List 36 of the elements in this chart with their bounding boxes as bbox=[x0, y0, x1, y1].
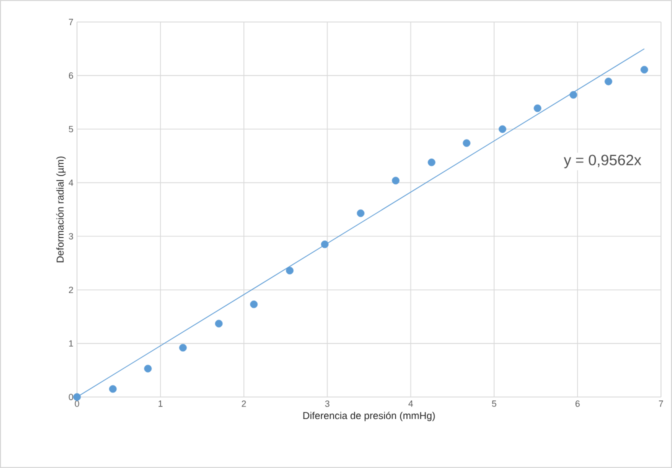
point bbox=[604, 78, 612, 86]
x-axis-title: Diferencia de presión (mmHg) bbox=[303, 412, 435, 422]
x-tick-label: 2 bbox=[242, 400, 246, 407]
x-tick-label: 0 bbox=[74, 400, 80, 407]
point bbox=[392, 176, 400, 184]
y-tick-label: 0 bbox=[68, 394, 74, 400]
y-tick-label: 6 bbox=[68, 72, 74, 79]
point bbox=[534, 104, 542, 112]
point bbox=[73, 393, 81, 401]
x-tick-label: 6 bbox=[576, 400, 580, 407]
point bbox=[462, 139, 470, 147]
point bbox=[428, 158, 436, 166]
x-tick-label: 4 bbox=[408, 400, 413, 407]
y-tick-label: 5 bbox=[68, 126, 74, 132]
point bbox=[286, 266, 294, 274]
point bbox=[570, 91, 578, 99]
point bbox=[320, 240, 329, 248]
y-tick-label: 1 bbox=[69, 340, 74, 347]
x-tick-label: 7 bbox=[658, 400, 664, 407]
point bbox=[215, 320, 223, 328]
y-tick-label: 7 bbox=[68, 18, 74, 26]
x-tick-label: 1 bbox=[158, 400, 162, 407]
x-tick-label: 5 bbox=[492, 400, 496, 407]
y-tick-label: 4 bbox=[68, 180, 74, 186]
point bbox=[179, 344, 187, 352]
annotation: y = 0,9562x bbox=[564, 154, 642, 168]
point bbox=[250, 300, 258, 308]
x-tick-label: 3 bbox=[325, 400, 330, 407]
point bbox=[356, 209, 364, 218]
y-axis-title: Deformación radial (µm) bbox=[56, 156, 66, 262]
y-tick-label: 2 bbox=[68, 286, 74, 293]
point bbox=[109, 385, 117, 393]
y-tick-label: 3 bbox=[68, 233, 74, 240]
point bbox=[144, 364, 152, 372]
point bbox=[640, 66, 648, 74]
point bbox=[498, 125, 506, 133]
